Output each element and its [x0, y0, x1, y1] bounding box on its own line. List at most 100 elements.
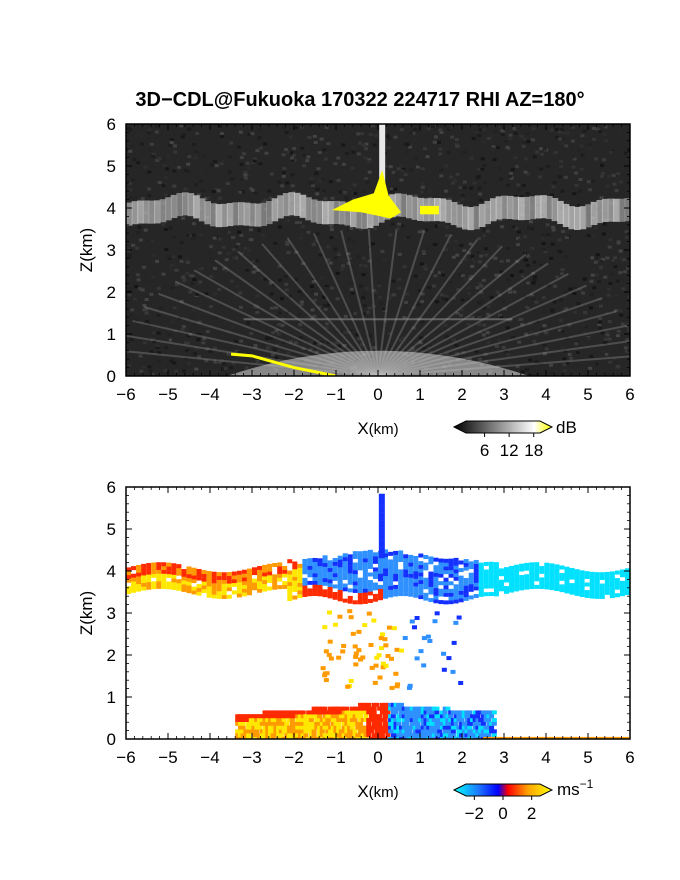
- noise-cell: [624, 230, 629, 234]
- noise-cell: [413, 127, 418, 131]
- velocity-cell: [270, 733, 276, 738]
- velocity-cell: [464, 710, 470, 715]
- noise-cell: [221, 362, 226, 366]
- velocity-cell: [385, 706, 391, 711]
- x-tick-label: −3: [242, 385, 261, 404]
- velocity-cell: [433, 595, 439, 600]
- noise-cell: [542, 324, 547, 328]
- x-tick-label: 1: [415, 385, 424, 404]
- noise-cell: [462, 186, 467, 190]
- velocity-cell: [374, 714, 380, 719]
- noise-cell: [525, 305, 530, 309]
- velocity-cell: [475, 736, 481, 739]
- velocity-cell: [332, 595, 338, 600]
- velocity-cell: [303, 736, 309, 739]
- velocity-cell: [201, 573, 207, 578]
- noise-cell: [449, 233, 454, 237]
- velocity-spike-cell: [378, 539, 385, 544]
- velocity-cell: [226, 575, 232, 580]
- cloud-band-cell: [445, 199, 452, 223]
- noise-cell: [179, 124, 184, 128]
- velocity-cell: [438, 562, 444, 567]
- noise-cell: [341, 258, 346, 262]
- noise-cell: [501, 346, 506, 350]
- velocity-cell: [322, 733, 328, 738]
- noise-cell: [244, 366, 249, 370]
- noise-cell: [181, 216, 186, 220]
- velocity-cell: [181, 584, 187, 589]
- velocity-cell: [281, 729, 287, 734]
- velocity-cell: [300, 729, 306, 734]
- noise-cell: [563, 353, 568, 357]
- noise-cell: [324, 325, 329, 329]
- velocity-cell: [445, 725, 451, 730]
- velocity-surface-cell: [578, 736, 584, 739]
- noise-cell: [187, 155, 192, 159]
- velocity-cell: [398, 580, 404, 585]
- noise-cell: [283, 220, 288, 224]
- velocity-cell: [161, 573, 167, 578]
- noise-cell: [486, 312, 491, 316]
- velocity-cell: [599, 572, 605, 577]
- noise-cell: [356, 132, 361, 136]
- noise-cell: [542, 343, 547, 347]
- noise-cell: [444, 297, 449, 301]
- noise-cell: [424, 228, 429, 232]
- noise-cell: [511, 336, 516, 340]
- noise-cell: [249, 238, 254, 242]
- velocity-cell: [243, 718, 249, 722]
- velocity-cell: [186, 589, 192, 594]
- noise-cell: [514, 164, 519, 168]
- noise-cell: [167, 256, 172, 260]
- velocity-cell: [341, 714, 347, 719]
- noise-cell: [558, 318, 563, 322]
- velocity-cell: [498, 583, 504, 588]
- velocity-cell: [327, 590, 333, 595]
- noise-cell: [591, 137, 596, 141]
- noise-cell: [215, 145, 220, 149]
- noise-cell: [366, 331, 371, 335]
- noise-cell: [214, 164, 219, 168]
- velocity-cell: [445, 718, 451, 722]
- velocity-cell: [423, 566, 429, 571]
- velocity-surface-cell: [498, 736, 504, 739]
- velocity-cell: [317, 592, 323, 597]
- velocity-surface-cell: [513, 736, 519, 739]
- cloud-band-cell: [277, 195, 284, 219]
- velocity-cell: [486, 714, 492, 719]
- noise-cell: [351, 150, 356, 154]
- noise-cell: [130, 144, 135, 148]
- velocity-cell: [270, 736, 276, 739]
- velocity-cell: [330, 725, 336, 730]
- noise-cell: [309, 351, 314, 355]
- velocity-cell: [438, 566, 444, 571]
- noise-cell: [539, 167, 544, 171]
- velocity-cell: [262, 721, 268, 726]
- velocity-cell: [355, 714, 361, 719]
- noise-cell: [132, 158, 137, 162]
- velocity-cell: [418, 733, 424, 738]
- noise-cell: [346, 252, 351, 256]
- noise-cell: [440, 270, 445, 274]
- velocity-cell: [307, 588, 313, 593]
- velocity-cell: [325, 718, 331, 722]
- noise-cell: [239, 162, 244, 166]
- velocity-cell: [322, 574, 328, 579]
- velocity-cell: [604, 571, 610, 576]
- noise-cell: [496, 244, 501, 248]
- noise-cell: [572, 192, 577, 196]
- velocity-cell: [246, 568, 252, 573]
- noise-cell: [197, 355, 202, 359]
- noise-cell: [427, 286, 432, 290]
- velocity-cell: [292, 561, 298, 566]
- noise-cell: [420, 181, 425, 185]
- noise-cell: [554, 127, 559, 131]
- noise-cell: [284, 148, 289, 152]
- velocity-cell: [438, 600, 444, 605]
- cloud-band-cell: [305, 197, 312, 221]
- noise-cell: [193, 156, 198, 160]
- noise-cell: [161, 158, 166, 162]
- noise-cell: [294, 332, 299, 336]
- velocity-cell: [297, 590, 303, 595]
